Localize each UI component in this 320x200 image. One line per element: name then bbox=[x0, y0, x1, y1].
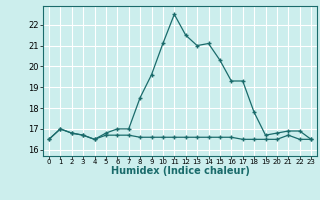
X-axis label: Humidex (Indice chaleur): Humidex (Indice chaleur) bbox=[111, 166, 249, 176]
